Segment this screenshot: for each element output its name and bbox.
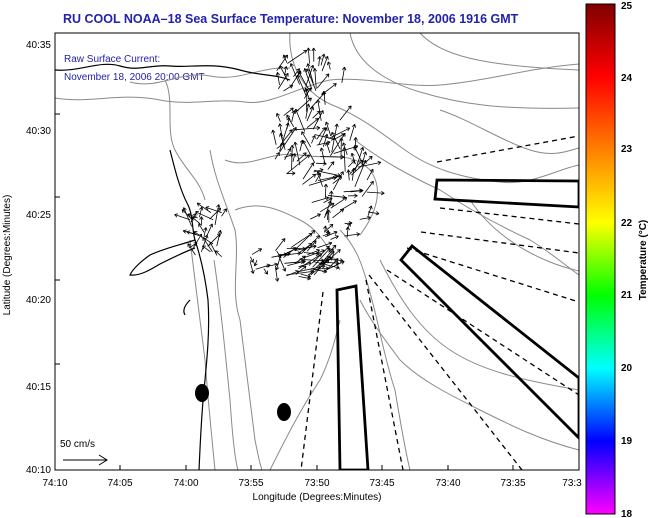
y-tick-label: 40:20 [26,295,51,306]
coastline [55,63,291,470]
bathymetry-contours [55,33,579,470]
x-tick-label: 74:05 [107,478,132,489]
y-tick-label: 40:10 [26,465,51,476]
plot-frame [54,32,580,471]
colorbar-tick: 21 [621,290,633,301]
x-tick-label: 73:35 [500,478,525,489]
y-tick-labels: 40:35 40:30 40:25 40:20 40:15 40:10 [26,40,51,476]
colorbar-gradient [585,3,616,515]
ship-exclusion-zones [335,178,579,470]
x-tick-label: 74:00 [173,478,198,489]
x-tick-label: 73:45 [369,478,394,489]
colorbar-tick: 19 [621,436,633,447]
current-vectors [174,47,385,282]
x-tick-label: 73:40 [435,478,460,489]
x-tick-label: 74:10 [42,478,67,489]
colorbar-ticks: 25 24 23 22 21 20 19 18 [621,1,633,518]
subtitle-line-1: Raw Surface Current: [64,54,160,65]
x-axis-label: Longitude (Degrees:Minutes) [253,492,382,503]
y-axis-label: Latitude (Degrees:Minutes) [2,195,13,316]
colorbar-tick: 18 [621,509,633,518]
hf-radar-range-dashes [300,135,579,470]
station-markers [195,384,291,421]
scale-label: 50 cm/s [60,439,95,450]
scale-arrow: 50 cm/s [60,439,108,466]
colorbar-tick: 25 [621,1,633,12]
x-tick-label: 73:55 [238,478,263,489]
y-tick-label: 40:35 [26,40,51,51]
colorbar-tick: 24 [621,73,633,84]
x-tick-label: 73:50 [304,478,329,489]
colorbar-tick: 20 [621,363,633,374]
colorbar-tick: 22 [621,218,633,229]
colorbar-label: Temperature (°C) [638,220,649,301]
chart-title: RU COOL NOAA–18 Sea Surface Temperature:… [63,12,519,26]
x-tick-labels: 74:10 74:05 74:00 73:55 73:50 73:45 73:4… [42,478,582,489]
y-tick-label: 40:15 [26,382,51,393]
map-area [55,33,579,470]
tick-marks [54,32,514,471]
subtitle-line-2: November 18, 2006 20:00 GMT [64,72,205,83]
y-tick-label: 40:25 [26,210,51,221]
y-tick-label: 40:30 [26,126,51,137]
colorbar-tick: 23 [621,144,633,155]
colorbar: 25 24 23 22 21 20 19 18 Temperature (°C) [585,1,649,518]
x-tick-label: 73:3 [562,478,582,489]
